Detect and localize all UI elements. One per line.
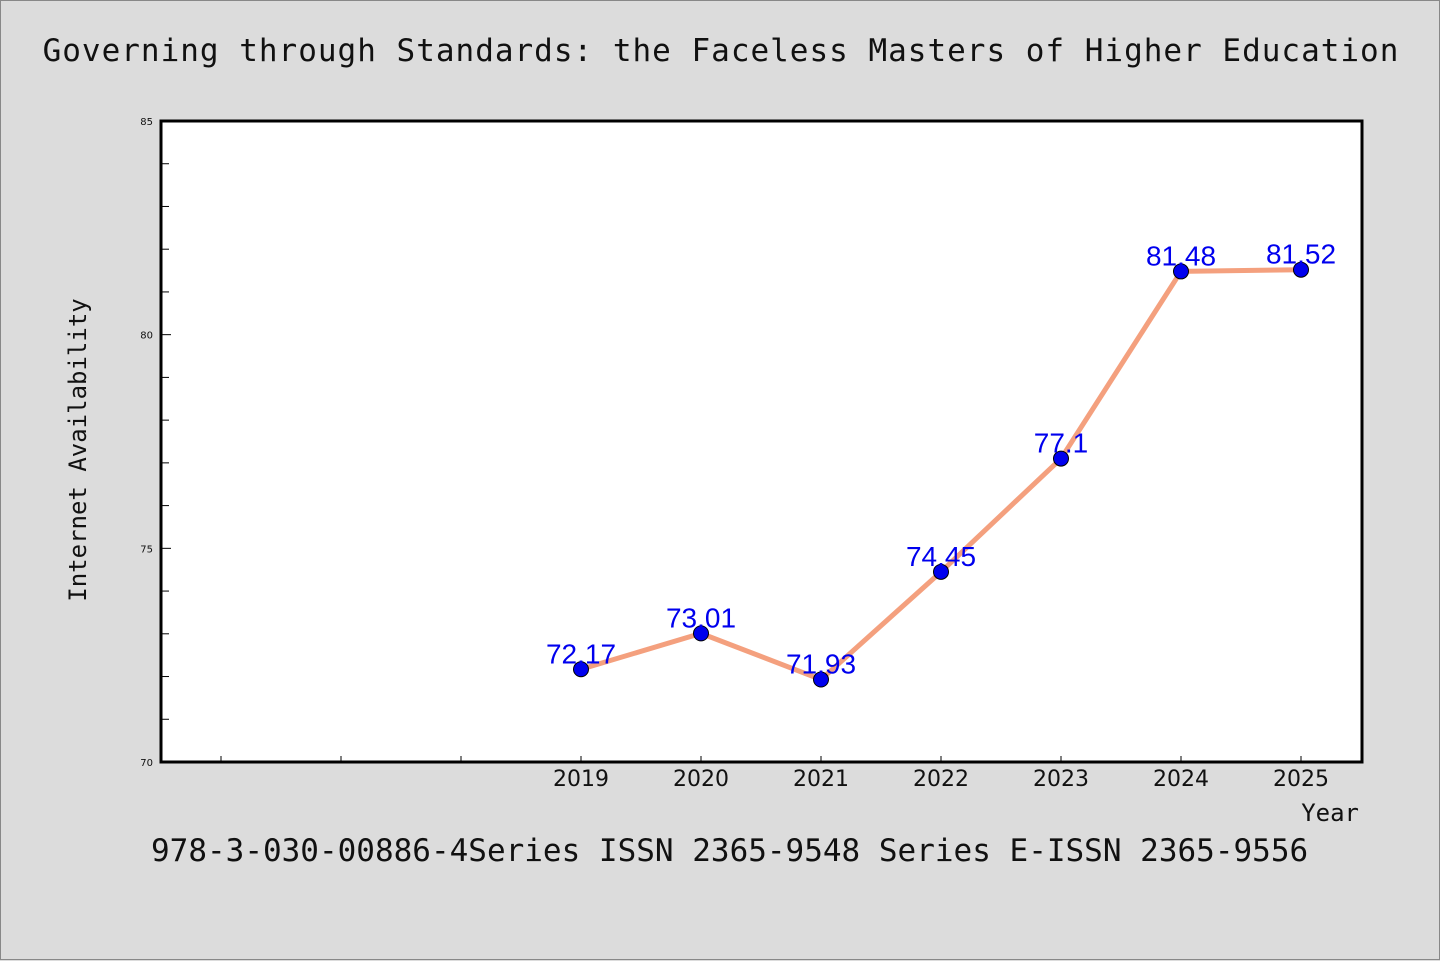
x-tick-label: 2020 (673, 767, 729, 792)
x-tick-label: 2021 (793, 767, 849, 792)
data-label-2022: 74.45 (906, 541, 976, 572)
y-tick-label: 80 (140, 331, 153, 342)
data-point-2019 (573, 661, 589, 678)
data-label-2024: 81.48 (1146, 240, 1216, 271)
x-tick-label: 2019 (553, 767, 609, 792)
data-point-2022 (933, 563, 949, 580)
y-tick-label: 70 (140, 758, 153, 769)
chart-title: Governing through Standards: the Faceles… (42, 33, 1400, 69)
data-point-2025 (1293, 261, 1309, 278)
y-tick-label: 85 (140, 117, 153, 128)
data-point-2020 (693, 625, 709, 642)
data-label-2019: 72.17 (546, 638, 616, 669)
x-tick-label: 2024 (1153, 767, 1209, 792)
data-point-2021 (813, 671, 829, 688)
data-point-2023 (1053, 450, 1069, 467)
x-axis: 2019 2020 2021 2022 2023 2024 2025 (220, 756, 1329, 792)
footer-isbn-issn: 978-3-030-00886-4Series ISSN 2365-9548 S… (151, 833, 1309, 869)
data-markers (573, 261, 1309, 688)
data-label-2025: 81.52 (1266, 239, 1336, 270)
x-tick-label: 2023 (1033, 767, 1089, 792)
data-labels: 72.17 73.01 71.93 74.45 77.1 81.48 81.52 (546, 239, 1336, 680)
y-axis: 70 75 80 85 (140, 117, 171, 769)
x-axis-label: Year (1301, 799, 1359, 827)
x-tick-label: 2022 (913, 767, 969, 792)
data-label-2021: 71.93 (786, 649, 856, 680)
plot-area (159, 119, 1364, 764)
data-label-2020: 73.01 (666, 602, 736, 633)
y-tick-label: 75 (140, 544, 153, 555)
x-tick-label: 2025 (1273, 767, 1329, 792)
data-label-2023: 77.1 (1034, 428, 1089, 459)
y-axis-label: Internet Availability (64, 298, 92, 601)
data-point-2024 (1173, 263, 1189, 280)
